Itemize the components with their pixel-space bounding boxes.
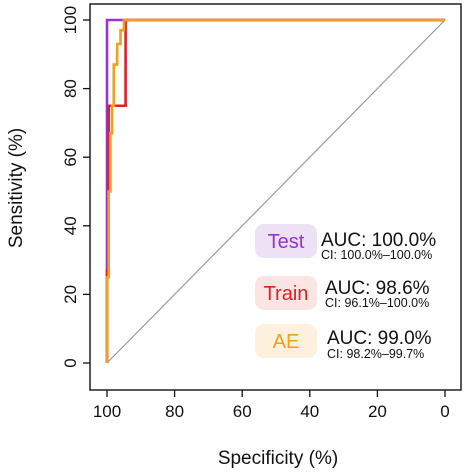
x-tick-label-20: 20 bbox=[368, 402, 387, 421]
legend-test-badge bbox=[255, 224, 317, 258]
legend-ae-name: AE bbox=[273, 331, 300, 353]
x-tick-label-60: 60 bbox=[233, 402, 252, 421]
y-axis-label: Sensitivity (%) bbox=[6, 128, 27, 248]
legend-test-auc: AUC: 100.0% bbox=[321, 230, 436, 251]
x-tick-label-80: 80 bbox=[165, 402, 184, 421]
plot-layer: 100 80 60 40 20 0 0 20 40 60 80 100 bbox=[61, 3, 462, 421]
plot-border bbox=[89, 3, 462, 391]
legend-train-ci: CI: 96.1%–100.0% bbox=[325, 296, 429, 310]
y-tick-label-20: 20 bbox=[61, 285, 80, 304]
legend-train-name: Train bbox=[264, 283, 309, 305]
legend: Test AUC: 100.0% CI: 100.0%–100.0% Train… bbox=[255, 224, 436, 361]
reference-diagonal bbox=[106, 19, 446, 364]
y-tick-label-0: 0 bbox=[61, 358, 80, 367]
legend-ae-auc: AUC: 99.0% bbox=[327, 328, 432, 349]
legend-train-auc: AUC: 98.6% bbox=[325, 278, 430, 299]
legend-test-name: Test bbox=[268, 231, 305, 253]
series-line-ae bbox=[105, 18, 445, 363]
x-tick-label-40: 40 bbox=[300, 402, 319, 421]
legend-train-badge bbox=[255, 276, 317, 310]
legend-ae-badge bbox=[255, 324, 317, 358]
y-tick-label-60: 60 bbox=[61, 148, 80, 167]
x-tick-label-0: 0 bbox=[440, 402, 449, 421]
legend-test-ci: CI: 100.0%–100.0% bbox=[321, 248, 432, 262]
x-axis-label: Specificity (%) bbox=[218, 448, 338, 469]
legend-ae-ci: CI: 98.2%–99.7% bbox=[327, 347, 424, 361]
y-tick-label-80: 80 bbox=[61, 79, 80, 98]
x-tick-label-100: 100 bbox=[93, 402, 121, 421]
y-tick-label-40: 40 bbox=[61, 216, 80, 235]
y-tick-label-100: 100 bbox=[61, 6, 80, 34]
